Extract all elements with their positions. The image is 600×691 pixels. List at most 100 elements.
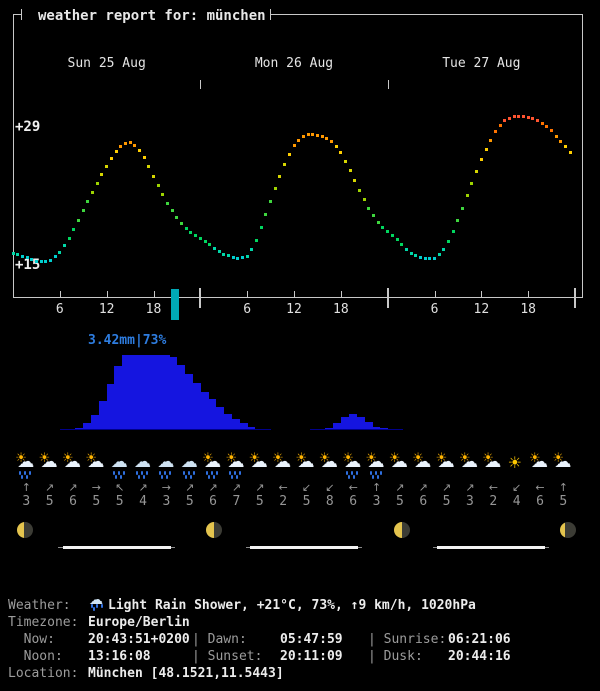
moon-phase-icon: [560, 522, 576, 538]
temp-dot: [521, 115, 525, 119]
wind-direction-arrow: ↙: [325, 481, 335, 494]
sun-glyph: ☀: [388, 451, 401, 466]
temp-dot: [67, 236, 71, 240]
daylight-line: [62, 546, 171, 549]
moon-phase-icon: [206, 522, 222, 538]
wind-speed: 2: [279, 494, 288, 509]
temp-dot: [545, 125, 549, 129]
precip-bar: [91, 415, 100, 430]
raindrop: [348, 475, 351, 479]
psun-rain-icon: ☀ ☁: [366, 452, 388, 479]
temp-dot: [386, 229, 390, 233]
raindrop: [136, 471, 139, 475]
raindrop: [138, 475, 141, 479]
precip-baseline: [309, 429, 404, 430]
wind-direction-arrow: ↗: [255, 481, 265, 494]
wind-direction-arrow: ↗: [208, 481, 218, 494]
temp-dot: [423, 257, 427, 261]
temp-dot: [362, 198, 366, 202]
raindrop: [379, 471, 382, 475]
sun-glyph: ☀: [412, 451, 424, 466]
wind-direction-arrow: ↗: [68, 481, 78, 494]
hour-label: 18: [145, 302, 162, 317]
cloud-glyph: ☁: [274, 452, 292, 472]
wind-speed: 5: [115, 494, 124, 509]
precip-bar: [200, 392, 209, 430]
raindrop: [376, 475, 379, 479]
raindrop: [19, 471, 22, 475]
temp-dot: [456, 219, 460, 223]
sun-glyph: ☀: [248, 451, 261, 466]
wind-direction-arrow: ↗: [185, 481, 195, 494]
weather-summary-row: Weather: ☁ Light Rain Shower, +21°C, 73%…: [8, 593, 600, 614]
raindrop: [206, 471, 209, 475]
timezone-label: Timezone:: [8, 615, 79, 630]
temp-dot: [479, 158, 483, 162]
precip-bar: [153, 355, 162, 430]
timezone-value: Europe/Berlin: [88, 615, 190, 630]
hour-label: 18: [520, 302, 536, 317]
wind-direction-arrow: →: [161, 481, 171, 494]
sun-glyph: ☀: [202, 451, 214, 466]
timezone-row: Timezone: Europe/Berlin: [8, 614, 600, 631]
cloud-glyph: ☁: [531, 452, 548, 472]
temp-dot: [81, 209, 85, 213]
temp-dot: [95, 181, 99, 185]
wind-speed: 3: [372, 494, 381, 509]
psun-icon: ☀ ☁: [62, 452, 84, 479]
temp-dot: [156, 184, 160, 188]
hour-tick: [340, 291, 342, 297]
sun-glyph: ☀: [482, 451, 494, 466]
temp-dot: [390, 234, 394, 238]
wind-speed: 3: [162, 494, 171, 509]
moon-phase-icon: [17, 522, 33, 538]
temp-dot: [550, 129, 554, 133]
raindrop: [119, 475, 122, 479]
location-value: München [48.1521,11.5443]: [88, 666, 284, 681]
wind-direction-arrow: ↗: [395, 481, 405, 494]
raindrop: [189, 475, 192, 479]
precip-peak-label: 3.42mm|73%: [88, 333, 167, 348]
sunset-value: 20:11:09: [280, 649, 343, 664]
temp-dot: [376, 220, 380, 224]
now-label: Now:: [8, 632, 55, 647]
wind-direction-arrow: ←: [348, 481, 358, 494]
temp-dot: [287, 153, 291, 157]
temp-dot: [212, 246, 216, 250]
temp-dot: [507, 116, 511, 120]
psun-icon: ☀ ☁: [529, 451, 551, 479]
wind-direction-arrow: ←: [278, 481, 288, 494]
dusk-value: 20:44:16: [448, 649, 511, 664]
day-boundary-tick: [574, 288, 576, 308]
temp-dot: [226, 254, 230, 258]
wind-direction-arrow: ↙: [512, 481, 522, 494]
cloud-glyph: ☁: [64, 452, 81, 472]
temp-dot: [503, 118, 507, 122]
noon-sunset-dusk-row: Noon: 13:16:08 | Sunset: 20:11:09 | Dusk…: [8, 648, 600, 665]
temp-dot: [465, 194, 469, 198]
sun-glyph: ☀: [225, 451, 238, 466]
hour-label: 18: [333, 302, 349, 317]
daylight-line: [437, 546, 546, 549]
sun-icon: ☀: [506, 453, 528, 479]
temp-dot: [240, 256, 244, 260]
temp-dot: [77, 218, 81, 222]
temp-dot: [175, 216, 179, 220]
temp-dot: [531, 116, 535, 120]
sun-glyph: ☀: [85, 451, 97, 466]
raindrop: [29, 471, 32, 475]
raindrop: [234, 471, 237, 475]
temp-dot: [418, 256, 422, 259]
wind-direction-arrow: ↑: [21, 481, 31, 494]
sun-glyph: ☀: [529, 451, 541, 466]
day-boundary-tick: [199, 288, 202, 308]
psun-icon: ☀ ☁: [482, 451, 504, 479]
psun-rain-icon: ☀ ☁: [225, 451, 247, 479]
wind-speed: 3: [22, 494, 31, 509]
temp-dot: [166, 201, 170, 205]
precip-bar: [208, 399, 217, 430]
wind-speed: 5: [395, 494, 404, 509]
psun-icon: ☀ ☁: [319, 452, 341, 479]
psun-icon: ☀ ☁: [248, 451, 271, 479]
